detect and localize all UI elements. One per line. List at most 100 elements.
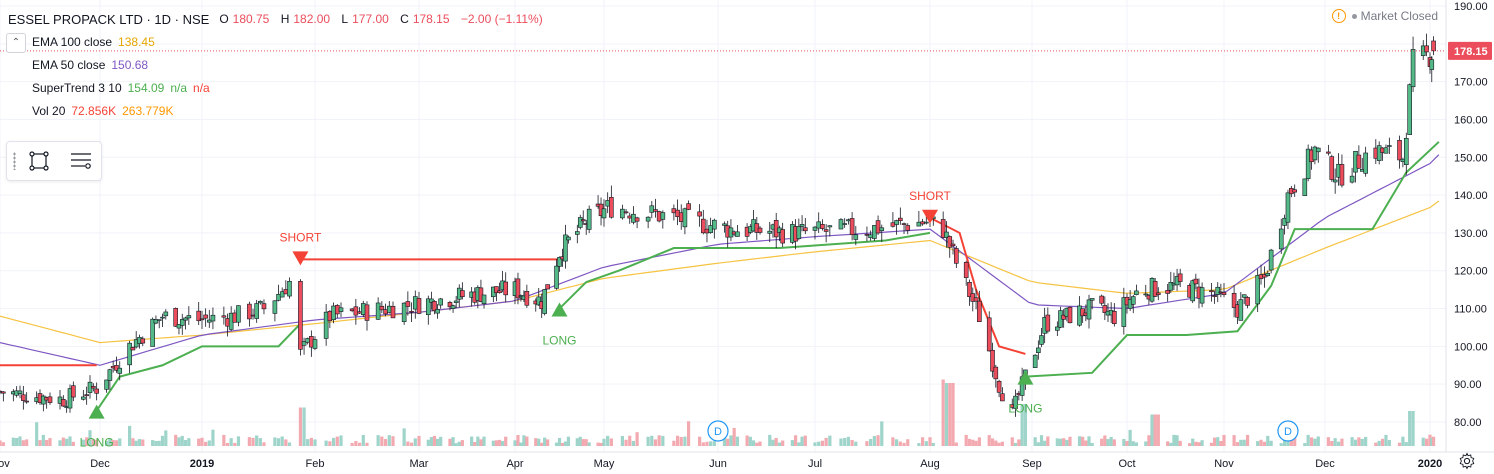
candle-body bbox=[1055, 326, 1060, 331]
candle-body bbox=[196, 310, 202, 322]
volume-bar bbox=[1023, 404, 1028, 446]
candle-body bbox=[1165, 290, 1170, 294]
candle-body bbox=[1403, 137, 1409, 165]
time-tick-label: Dec bbox=[1315, 458, 1335, 470]
volume-bar bbox=[869, 438, 873, 446]
candle-body bbox=[1036, 347, 1041, 354]
candle-body bbox=[334, 305, 340, 315]
volume-bar bbox=[200, 437, 204, 446]
indicator-volume[interactable]: Vol 20 72.856K 263.779K bbox=[8, 100, 547, 123]
candle-body bbox=[875, 220, 881, 234]
volume-bar bbox=[732, 427, 736, 446]
candle-body bbox=[1177, 273, 1183, 282]
volume-bar bbox=[977, 437, 981, 446]
candle-body bbox=[1292, 189, 1297, 193]
candle-body bbox=[160, 316, 165, 319]
time-tick-label: Mar bbox=[410, 458, 429, 470]
volume-bar bbox=[154, 440, 158, 446]
candle-body bbox=[298, 281, 303, 350]
candle-body bbox=[653, 209, 658, 212]
volume-bar bbox=[128, 425, 132, 446]
time-tick-label: Jul bbox=[808, 458, 822, 470]
volume-bar bbox=[1364, 436, 1368, 446]
candle-body bbox=[823, 229, 829, 232]
rectangle-tool-icon[interactable] bbox=[27, 149, 51, 173]
candle-body bbox=[117, 367, 123, 374]
candle-body bbox=[1326, 151, 1331, 154]
volume-bar bbox=[1197, 442, 1201, 446]
volume-bar bbox=[1340, 438, 1344, 446]
candle-body bbox=[401, 302, 407, 323]
volume-bar bbox=[609, 438, 613, 446]
candle-body bbox=[905, 225, 911, 231]
volume-bar bbox=[350, 442, 354, 446]
drawing-toolbar[interactable] bbox=[6, 141, 102, 181]
candle-body bbox=[947, 236, 953, 248]
candle-body bbox=[183, 317, 188, 321]
indicator-ema100[interactable]: ⌃ EMA 100 close 138.45 bbox=[6, 31, 547, 54]
volume-bar bbox=[1125, 440, 1129, 446]
price-tick-label: 130.00 bbox=[1454, 228, 1488, 240]
candle-body bbox=[405, 301, 411, 307]
volume-bar bbox=[578, 436, 582, 446]
ema100-name: EMA 100 close bbox=[32, 35, 113, 49]
volume-bar bbox=[824, 437, 828, 446]
volume-bar bbox=[722, 438, 727, 446]
indicator-ema50[interactable]: EMA 50 close 150.68 bbox=[8, 54, 547, 77]
chevron-up-icon[interactable]: ⌃ bbox=[6, 32, 26, 53]
candle-body bbox=[954, 248, 959, 264]
volume-bar bbox=[1166, 441, 1170, 446]
volume-bar bbox=[211, 429, 215, 446]
volume-bar bbox=[768, 434, 772, 446]
candle-body bbox=[1013, 395, 1018, 409]
time-tick-label: Aug bbox=[920, 458, 940, 470]
volume-bar bbox=[104, 440, 109, 446]
volume-bar bbox=[686, 421, 691, 446]
candle-body bbox=[221, 315, 227, 318]
candle-body bbox=[386, 305, 392, 313]
candle-body bbox=[312, 339, 318, 349]
candle-body bbox=[338, 307, 344, 312]
volume-bar bbox=[479, 439, 483, 446]
volume-bar bbox=[971, 439, 975, 446]
volume-bar bbox=[650, 435, 654, 446]
ema100-value: 138.45 bbox=[118, 35, 155, 49]
volume-bar bbox=[402, 428, 406, 446]
volume-bar bbox=[519, 442, 523, 446]
gear-icon[interactable] bbox=[1458, 452, 1476, 470]
volume-bar bbox=[967, 438, 972, 446]
volume-value: 72.856K bbox=[71, 104, 117, 118]
candle-body bbox=[383, 309, 388, 315]
symbol-title[interactable]: ESSEL PROPACK LTD · 1D · NSE bbox=[8, 12, 210, 27]
candle-body bbox=[1143, 293, 1149, 296]
candle-body bbox=[1383, 147, 1389, 154]
candle-body bbox=[71, 385, 76, 398]
volume-bar bbox=[1293, 436, 1297, 446]
indicator-supertrend[interactable]: SuperTrend 3 10 154.09 n/a n/a bbox=[8, 77, 547, 100]
candle-body bbox=[1061, 314, 1066, 320]
volume-bar bbox=[504, 436, 508, 446]
candle-body bbox=[1339, 164, 1345, 186]
volume-bar bbox=[560, 442, 565, 446]
candle-body bbox=[460, 290, 465, 297]
candle-body bbox=[566, 236, 571, 241]
volume-bar bbox=[454, 443, 458, 446]
drag-handle-icon[interactable] bbox=[13, 152, 16, 170]
volume-bar bbox=[1191, 438, 1195, 446]
volume-bar bbox=[1326, 437, 1330, 446]
candle-body bbox=[563, 234, 568, 262]
market-status[interactable]: ! Market Closed bbox=[1331, 9, 1438, 23]
price-tick-label: 100.00 bbox=[1454, 341, 1488, 353]
settings-lines-icon[interactable] bbox=[69, 149, 93, 173]
volume-bar bbox=[262, 442, 266, 446]
candle-body bbox=[1134, 290, 1139, 295]
volume-bar bbox=[391, 436, 395, 446]
candle-body bbox=[542, 289, 547, 314]
volume-bar bbox=[581, 439, 585, 446]
volume-bar bbox=[1090, 442, 1094, 446]
volume-bar bbox=[1017, 439, 1021, 446]
candle-body bbox=[950, 243, 956, 247]
ema50-line bbox=[0, 154, 1440, 366]
candle-body bbox=[842, 223, 847, 225]
